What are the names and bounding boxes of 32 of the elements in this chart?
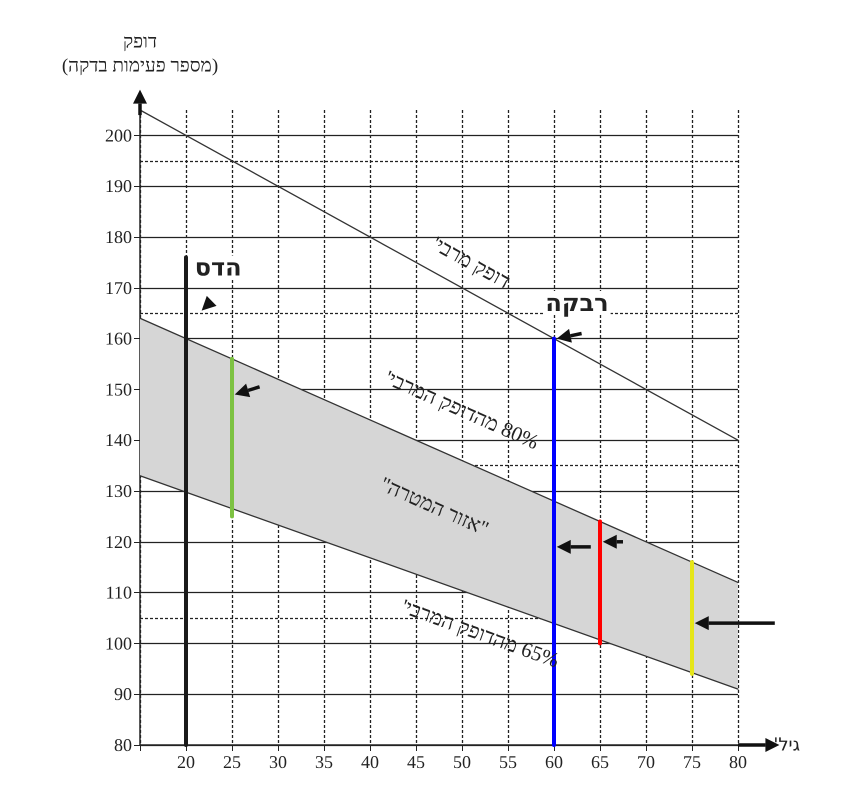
x-tick-label: 60 — [545, 752, 563, 772]
y-tick-label: 80 — [114, 735, 132, 755]
x-tick-label: 35 — [315, 752, 333, 772]
y-tick-label: 140 — [105, 430, 132, 450]
x-tick-label: 75 — [683, 752, 701, 772]
y-tick-label: 90 — [114, 684, 132, 704]
x-tick-label: 20 — [177, 752, 195, 772]
x-axis-title: גיל' — [773, 734, 800, 756]
x-tick-label: 40 — [361, 752, 379, 772]
y-tick-label: 180 — [105, 227, 132, 247]
y-tick-label: 190 — [105, 176, 132, 196]
annotation: הדס — [194, 253, 242, 282]
y-tick-label: 120 — [105, 532, 132, 552]
x-tick-label: 65 — [591, 752, 609, 772]
annotation: רבקה — [545, 289, 609, 318]
x-tick-label: 50 — [453, 752, 471, 772]
y-axis-title: דופק (מספר פעימות בדקה) — [62, 32, 218, 76]
y-tick-label: 150 — [105, 379, 132, 400]
y-tick-label: 200 — [105, 125, 132, 146]
y-tick-label: 160 — [105, 328, 132, 349]
y-tick-label: 100 — [105, 633, 132, 654]
annotation: דופק מרבי' — [428, 231, 514, 294]
x-tick-label: 70 — [637, 752, 655, 772]
x-tick-label: 30 — [269, 752, 287, 772]
y-tick-label: 130 — [105, 481, 132, 501]
x-tick-label: 80 — [729, 752, 747, 772]
annotation: "אזור המטרה" — [376, 472, 492, 541]
y-tick-label: 110 — [106, 582, 132, 603]
x-tick-label: 25 — [223, 752, 241, 772]
y-tick-label: 170 — [105, 278, 132, 298]
x-tick-label: 45 — [407, 752, 425, 772]
x-tick-label: 55 — [499, 752, 517, 772]
